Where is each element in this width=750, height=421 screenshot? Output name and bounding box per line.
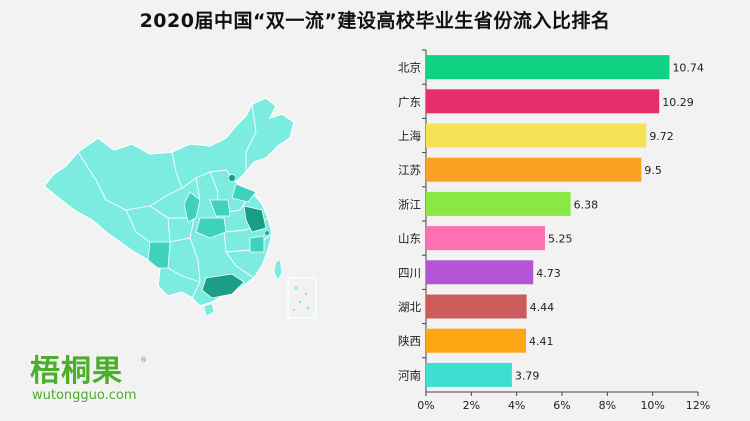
category-label: 江苏 (398, 163, 421, 177)
map-region-beijing (228, 174, 236, 182)
value-label: 5.25 (548, 233, 573, 246)
bar-7 (426, 294, 527, 319)
value-label: 10.29 (662, 96, 694, 109)
map-region-shanghai (264, 230, 270, 236)
map-south-sea-inset (287, 277, 317, 319)
bar-5 (426, 226, 545, 251)
x-tick-label: 10% (640, 399, 664, 412)
map-region-shaanxi (183, 191, 201, 223)
category-label: 湖北 (398, 300, 421, 314)
bar-2 (426, 123, 647, 148)
bar-0 (426, 55, 670, 80)
category-label: 上海 (398, 129, 421, 143)
value-label: 3.79 (515, 369, 540, 382)
registered-mark: ® (140, 356, 147, 364)
map-taiwan (273, 259, 283, 281)
category-label: 广东 (398, 95, 421, 109)
map-region-hubei (195, 217, 227, 239)
value-label: 4.41 (529, 335, 554, 348)
map-region-shandong (231, 183, 257, 203)
china-map (43, 97, 317, 319)
bar-4 (426, 191, 571, 216)
category-label: 山东 (398, 232, 421, 246)
brand-logo: 梧桐果 ® wutongguo.com (30, 354, 147, 404)
x-tick-label: 0% (417, 399, 434, 412)
x-tick-label: 4% (508, 399, 525, 412)
brand-logo-en: wutongguo.com (32, 388, 137, 403)
bar-9 (426, 362, 512, 387)
bar-1 (426, 89, 660, 114)
map-region-zhejiang (249, 235, 265, 253)
category-label: 陕西 (398, 334, 421, 348)
map-region-guangdong (201, 273, 245, 299)
map-hainan (203, 303, 215, 317)
map-mainland (43, 97, 295, 307)
bar-8 (426, 328, 526, 353)
map-region-jiangsu (243, 205, 267, 233)
map-region-sichuan (147, 241, 171, 269)
value-label: 6.38 (574, 198, 599, 211)
x-tick-label: 12% (686, 399, 710, 412)
category-label: 河南 (398, 368, 421, 382)
bar-3 (426, 157, 642, 182)
value-label: 9.72 (649, 130, 674, 143)
category-label: 北京 (398, 61, 421, 75)
value-label: 9.5 (644, 164, 662, 177)
category-label: 浙江 (398, 197, 421, 211)
x-tick-label: 8% (599, 399, 616, 412)
bar-6 (426, 260, 534, 285)
value-label: 4.44 (530, 301, 555, 314)
value-label: 4.73 (536, 267, 561, 280)
x-tick-label: 2% (463, 399, 480, 412)
value-label: 10.74 (672, 62, 704, 75)
category-label: 四川 (398, 266, 421, 280)
x-tick-label: 6% (553, 399, 570, 412)
chart-title: 2020届中国“双一流”建设高校毕业生省份流入比排名 (139, 10, 611, 32)
map-region-henan (209, 199, 231, 217)
brand-logo-cn: 梧桐果 (30, 354, 123, 389)
